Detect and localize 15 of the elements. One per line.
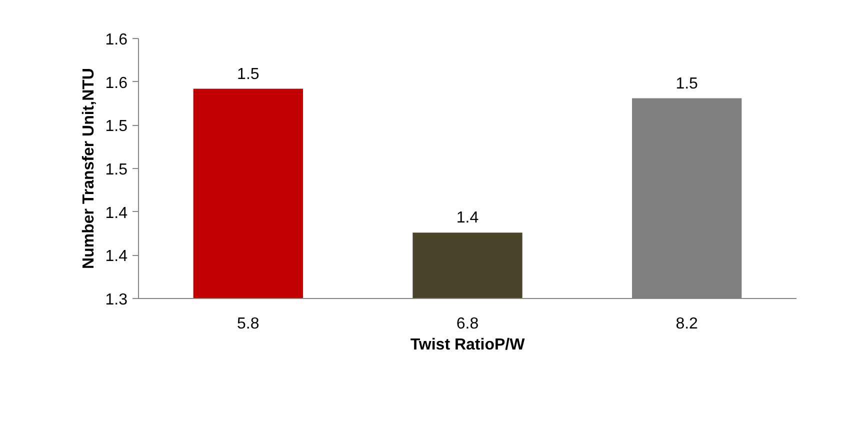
y-tick-label: 1.4 — [105, 204, 128, 222]
y-tick-label: 1.5 — [105, 118, 128, 136]
x-tick-label: 8.2 — [676, 316, 698, 332]
x-tick-label: 5.8 — [237, 316, 260, 332]
x-axis-title: Twist RatioP/W — [410, 336, 526, 354]
x-tick-label: 6.8 — [456, 316, 479, 332]
y-tick-label: 1.6 — [105, 74, 128, 92]
y-axis-title: Number Transfer Unit,NTU — [80, 68, 98, 269]
y-tick-label: 1.3 — [105, 292, 128, 308]
y-tick-label: 1.5 — [105, 162, 128, 178]
data-label: 1.5 — [676, 75, 698, 92]
data-label: 1.4 — [456, 210, 479, 227]
y-tick-label: 1.6 — [105, 32, 128, 48]
data-label: 1.5 — [237, 66, 260, 83]
y-tick-label: 1.4 — [105, 248, 128, 266]
